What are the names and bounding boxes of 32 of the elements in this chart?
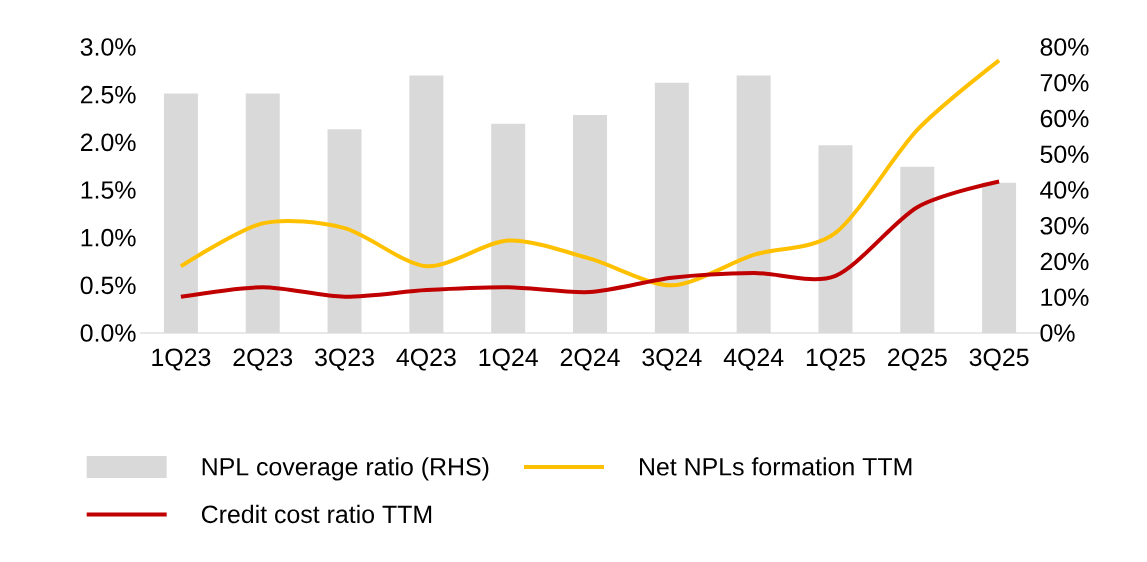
y-tick-label: 1.5% — [81, 181, 136, 199]
y2-tick-label: 20% — [1040, 252, 1089, 271]
y2-tick-label: 0% — [1040, 324, 1075, 342]
x-tick-label: 1Q24 — [479, 348, 538, 371]
y2-tick-label: 40% — [1040, 181, 1089, 199]
x-tick-label: 4Q23 — [396, 348, 456, 371]
y2-tick-label: 80% — [1040, 38, 1089, 56]
x-tick-label: 1Q23 — [152, 348, 211, 371]
y-tick-label: 2.0% — [80, 133, 136, 152]
x-tick-label: 2Q24 — [560, 348, 620, 371]
legend-label: Net NPLs formation TTM — [640, 457, 912, 476]
y2-tick-label: 70% — [1040, 73, 1089, 92]
y2-tick-label: 50% — [1040, 145, 1089, 164]
y2-tick-label: 10% — [1041, 288, 1089, 307]
x-tick-label: 2Q23 — [233, 348, 293, 371]
y-tick-label: 0.0% — [80, 324, 136, 342]
legend-label: NPL coverage ratio (RHS) — [202, 457, 489, 481]
y-tick-label: 0.5% — [80, 276, 136, 295]
y-tick-label: 1.0% — [81, 228, 136, 247]
line-series — [178, 179, 1002, 299]
x-tick-label: 3Q23 — [315, 348, 374, 371]
x-tick-label: 4Q24 — [723, 348, 784, 371]
y2-tick-label: 30% — [1040, 216, 1089, 235]
x-tick-label: 2Q25 — [888, 348, 947, 371]
legend-label: Credit cost ratio TTM — [201, 504, 432, 524]
x-tick-label: 3Q25 — [969, 348, 1029, 371]
y-tick-label: 3.0% — [80, 38, 136, 56]
y2-tick-label: 60% — [1040, 109, 1089, 128]
y-tick-label: 2.5% — [80, 85, 136, 104]
x-tick-label: 3Q24 — [642, 348, 702, 371]
line-series — [178, 58, 1002, 288]
x-tick-label: 1Q25 — [806, 348, 865, 371]
